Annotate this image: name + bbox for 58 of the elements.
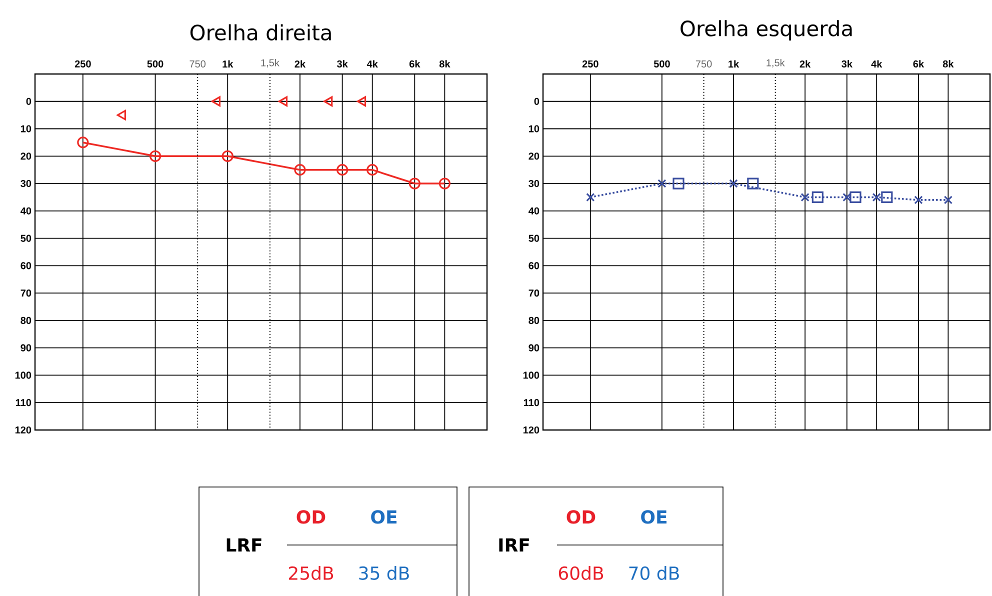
text: OE: [641, 510, 666, 524]
ref-line-label: 1,5k: [261, 58, 280, 68]
text: LRF: [226, 538, 262, 552]
y-tick-label: 30: [20, 180, 32, 188]
text: OE: [371, 510, 396, 524]
x-tick-label: 500: [654, 60, 670, 68]
ref-line-label: 1,5k: [766, 58, 785, 68]
y-tick-label: 10: [21, 125, 32, 132]
y-tick-label: 40: [20, 207, 32, 214]
y-tick-label: 90: [528, 344, 540, 352]
x-tick-label: 2k: [800, 60, 811, 68]
y-tick-label: 120: [523, 426, 540, 434]
x-tick-label: 6k: [913, 60, 924, 68]
y-tick-label: 110: [524, 399, 540, 406]
x-tick-label: 250: [74, 60, 91, 68]
x-tick-label: 250: [582, 60, 598, 68]
x-tick-label: 8k: [942, 60, 954, 68]
x-tick-label: 1k: [222, 60, 234, 68]
y-tick-label: 40: [528, 207, 540, 214]
x-tick-label: 3k: [336, 60, 348, 68]
text: 60dB: [558, 566, 604, 580]
x-tick-label: 6k: [409, 60, 420, 68]
y-tick-label: 30: [528, 180, 540, 188]
y-tick-label: 50: [528, 234, 540, 242]
y-tick-label: 20: [528, 152, 540, 160]
x-tick-label: 2k: [294, 60, 306, 68]
y-tick-label: 20: [20, 152, 32, 160]
y-tick-label: 100: [523, 372, 540, 379]
text: 25dB: [288, 566, 334, 580]
ref-line-label: 750: [190, 60, 206, 68]
x-tick-label: 8k: [439, 60, 450, 68]
y-tick-label: 60: [528, 262, 540, 270]
chart-title: Orelha esquerda: [680, 20, 852, 40]
y-tick-label: 70: [20, 290, 32, 297]
y-tick-label: 0: [26, 98, 32, 105]
x-tick-label: 1k: [728, 60, 740, 68]
text: OD: [296, 510, 326, 524]
chart-title: Orelha direita: [190, 24, 331, 40]
text: 70 dB: [629, 566, 679, 580]
ref-line-label: 750: [696, 60, 712, 68]
y-tick-label: 50: [20, 234, 32, 242]
text: 35 dB: [359, 566, 409, 580]
y-tick-label: 0: [534, 98, 540, 105]
y-tick-label: 110: [16, 399, 32, 406]
y-tick-label: 120: [15, 426, 32, 434]
y-tick-label: 90: [20, 344, 32, 352]
x-tick-label: 500: [147, 60, 164, 68]
y-tick-label: 60: [20, 262, 32, 270]
x-tick-label: 4k: [366, 60, 378, 68]
y-tick-label: 100: [15, 372, 32, 379]
text: OD: [566, 510, 596, 524]
y-tick-label: 10: [529, 125, 540, 132]
x-tick-label: 4k: [871, 60, 882, 68]
text: IRF: [499, 538, 529, 552]
y-tick-label: 80: [20, 316, 32, 324]
y-tick-label: 80: [528, 316, 540, 324]
x-tick-label: 3k: [842, 60, 852, 68]
y-tick-label: 70: [528, 290, 540, 297]
